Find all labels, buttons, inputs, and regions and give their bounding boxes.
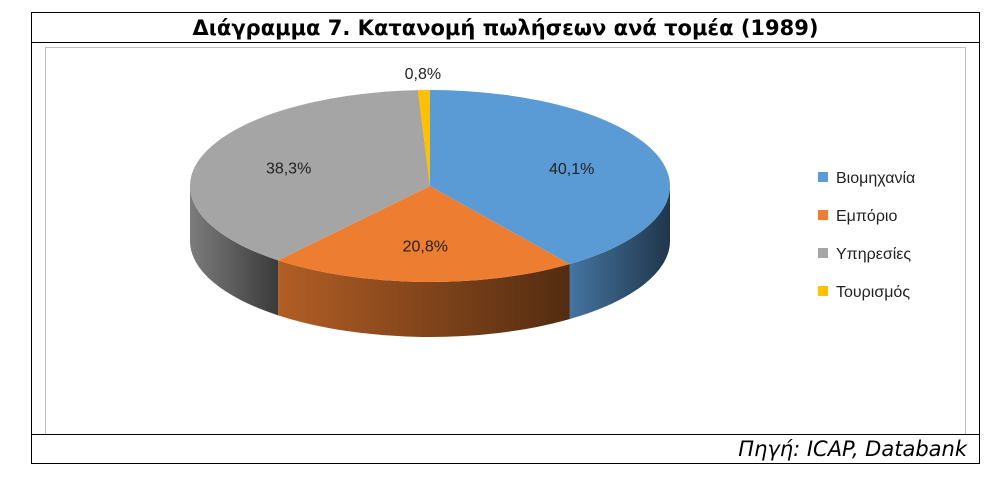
legend-swatch-1 xyxy=(818,172,828,182)
legend-swatch-3 xyxy=(818,248,828,258)
legend-swatch-4 xyxy=(818,286,828,296)
pie-slice-2 xyxy=(278,186,570,282)
pie-side-1 xyxy=(569,186,670,320)
pie-side-walls xyxy=(190,186,670,338)
pie-slice-4 xyxy=(417,90,430,186)
pie-top-faces xyxy=(190,90,671,282)
pie-side-2 xyxy=(278,260,570,338)
pie-slice-1 xyxy=(430,90,671,265)
legend-swatch-2 xyxy=(818,210,828,220)
legend-label-2: Εμπόριο xyxy=(836,208,897,225)
chart-title: Διάγραμμα 7. Κατανομή πωλήσεων ανά τομέα… xyxy=(32,13,979,43)
legend-label-3: Υπηρεσίες xyxy=(836,246,911,263)
legend-label-1: Βιομηχανία xyxy=(836,170,915,187)
data-label-2: 20,8% xyxy=(403,238,448,255)
data-label-4: 0,8% xyxy=(405,66,441,83)
data-label-3: 38,3% xyxy=(266,160,311,177)
source-note: Πηγή: ICAP, Databank xyxy=(32,434,979,463)
data-label-1: 40,1% xyxy=(549,161,594,178)
legend: Βιομηχανία Εμπόριο Υπηρεσίες Τουρισμός xyxy=(818,170,915,301)
pie-data-labels: 40,1% 20,8% 38,3% 0,8% xyxy=(266,66,594,256)
pie-side-3 xyxy=(190,186,279,316)
legend-label-4: Τουρισμός xyxy=(836,284,910,301)
pie-slice-3 xyxy=(190,90,430,261)
